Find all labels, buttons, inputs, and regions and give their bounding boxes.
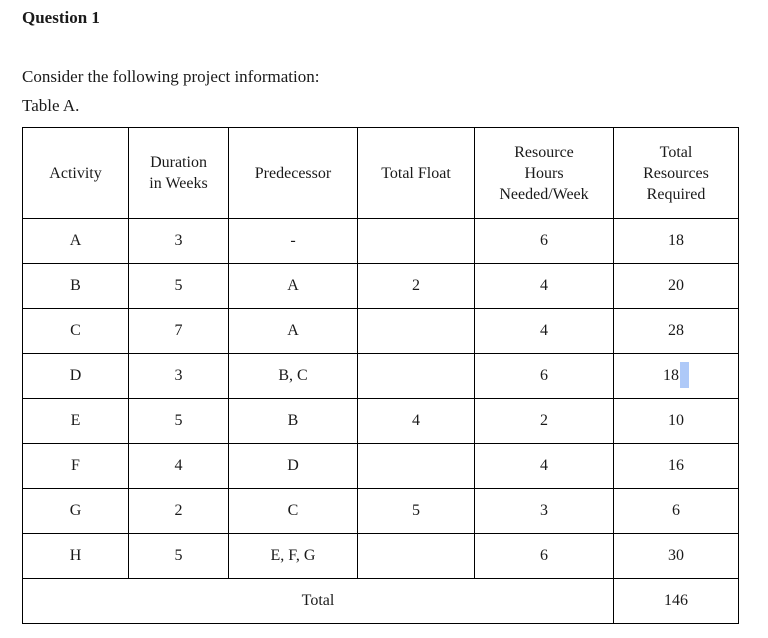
column-header-activity: Activity <box>22 127 129 219</box>
cell-activity: F <box>22 443 129 489</box>
table-row-g: G 2 C 5 3 6 <box>22 488 739 534</box>
cell-total-float <box>357 218 475 264</box>
text-selection-highlight <box>680 361 689 388</box>
cell-total-float <box>357 353 475 399</box>
header-row: Activity Duration in Weeks Predecessor T… <box>22 127 739 219</box>
cell-predecessor: A <box>228 308 358 354</box>
cell-total-resources: 20 <box>613 263 739 309</box>
cell-resource-hours: 6 <box>474 533 614 579</box>
cell-predecessor: C <box>228 488 358 534</box>
cell-total-float: 2 <box>357 263 475 309</box>
cell-predecessor: E, F, G <box>228 533 358 579</box>
cell-activity: D <box>22 353 129 399</box>
cell-duration: 7 <box>128 308 229 354</box>
intro-line-2: Table A. <box>22 96 80 115</box>
cell-duration: 5 <box>128 533 229 579</box>
cell-resource-hours: 2 <box>474 398 614 444</box>
total-value-cell: 146 <box>613 578 739 624</box>
total-label-cell: Total <box>22 578 614 624</box>
cell-resource-hours: 4 <box>474 308 614 354</box>
table-row-f: F 4 D 4 16 <box>22 443 739 489</box>
table-row-c: C 7 A 4 28 <box>22 308 739 354</box>
cell-total-float <box>357 443 475 489</box>
cell-total-resources: 6 <box>613 488 739 534</box>
cell-duration: 3 <box>128 218 229 264</box>
question-intro: Consider the following project informati… <box>22 62 740 120</box>
project-table: Activity Duration in Weeks Predecessor T… <box>22 127 739 624</box>
cell-predecessor: A <box>228 263 358 309</box>
cell-activity: G <box>22 488 129 534</box>
table-row-e: E 5 B 4 2 10 <box>22 398 739 444</box>
table-row-d: D 3 B, C 6 18 <box>22 353 739 399</box>
cell-total-resources: 18 <box>613 218 739 264</box>
cell-total-resources: 10 <box>613 398 739 444</box>
cell-activity: A <box>22 218 129 264</box>
cell-total-float: 4 <box>357 398 475 444</box>
cell-duration: 5 <box>128 263 229 309</box>
table-row-a: A 3 - 6 18 <box>22 218 739 264</box>
table-row-h: H 5 E, F, G 6 30 <box>22 533 739 579</box>
column-header-total-resources: Total Resources Required <box>613 127 739 219</box>
cell-activity: C <box>22 308 129 354</box>
cell-resource-hours: 3 <box>474 488 614 534</box>
question-title: Question 1 <box>22 8 100 27</box>
table-total-row: Total 146 <box>22 578 739 624</box>
cell-duration: 5 <box>128 398 229 444</box>
cell-resource-hours: 4 <box>474 443 614 489</box>
table-row-b: B 5 A 2 4 20 <box>22 263 739 309</box>
cell-duration: 2 <box>128 488 229 534</box>
cell-total-float <box>357 308 475 354</box>
cell-activity: H <box>22 533 129 579</box>
cell-total-resources: 18 <box>613 353 739 399</box>
cell-total-float: 5 <box>357 488 475 534</box>
intro-line-1: Consider the following project informati… <box>22 67 320 86</box>
cell-total-float <box>357 533 475 579</box>
cell-duration: 4 <box>128 443 229 489</box>
cell-activity: B <box>22 263 129 309</box>
cell-duration: 3 <box>128 353 229 399</box>
column-header-predecessor: Predecessor <box>228 127 358 219</box>
cell-predecessor: B, C <box>228 353 358 399</box>
cell-activity: E <box>22 398 129 444</box>
cell-resource-hours: 4 <box>474 263 614 309</box>
cell-resource-hours: 6 <box>474 353 614 399</box>
cell-total-resources: 30 <box>613 533 739 579</box>
question-page: Question 1 Consider the following projec… <box>22 8 740 624</box>
column-header-total-float: Total Float <box>357 127 475 219</box>
cell-total-resources: 28 <box>613 308 739 354</box>
column-header-resource-hours: Resource Hours Needed/Week <box>474 127 614 219</box>
cell-predecessor: D <box>228 443 358 489</box>
cell-resource-hours: 6 <box>474 218 614 264</box>
cell-predecessor: B <box>228 398 358 444</box>
cell-total-resources: 16 <box>613 443 739 489</box>
cell-predecessor: - <box>228 218 358 264</box>
cell-text: 18 <box>663 366 679 384</box>
column-header-duration: Duration in Weeks <box>128 127 229 219</box>
